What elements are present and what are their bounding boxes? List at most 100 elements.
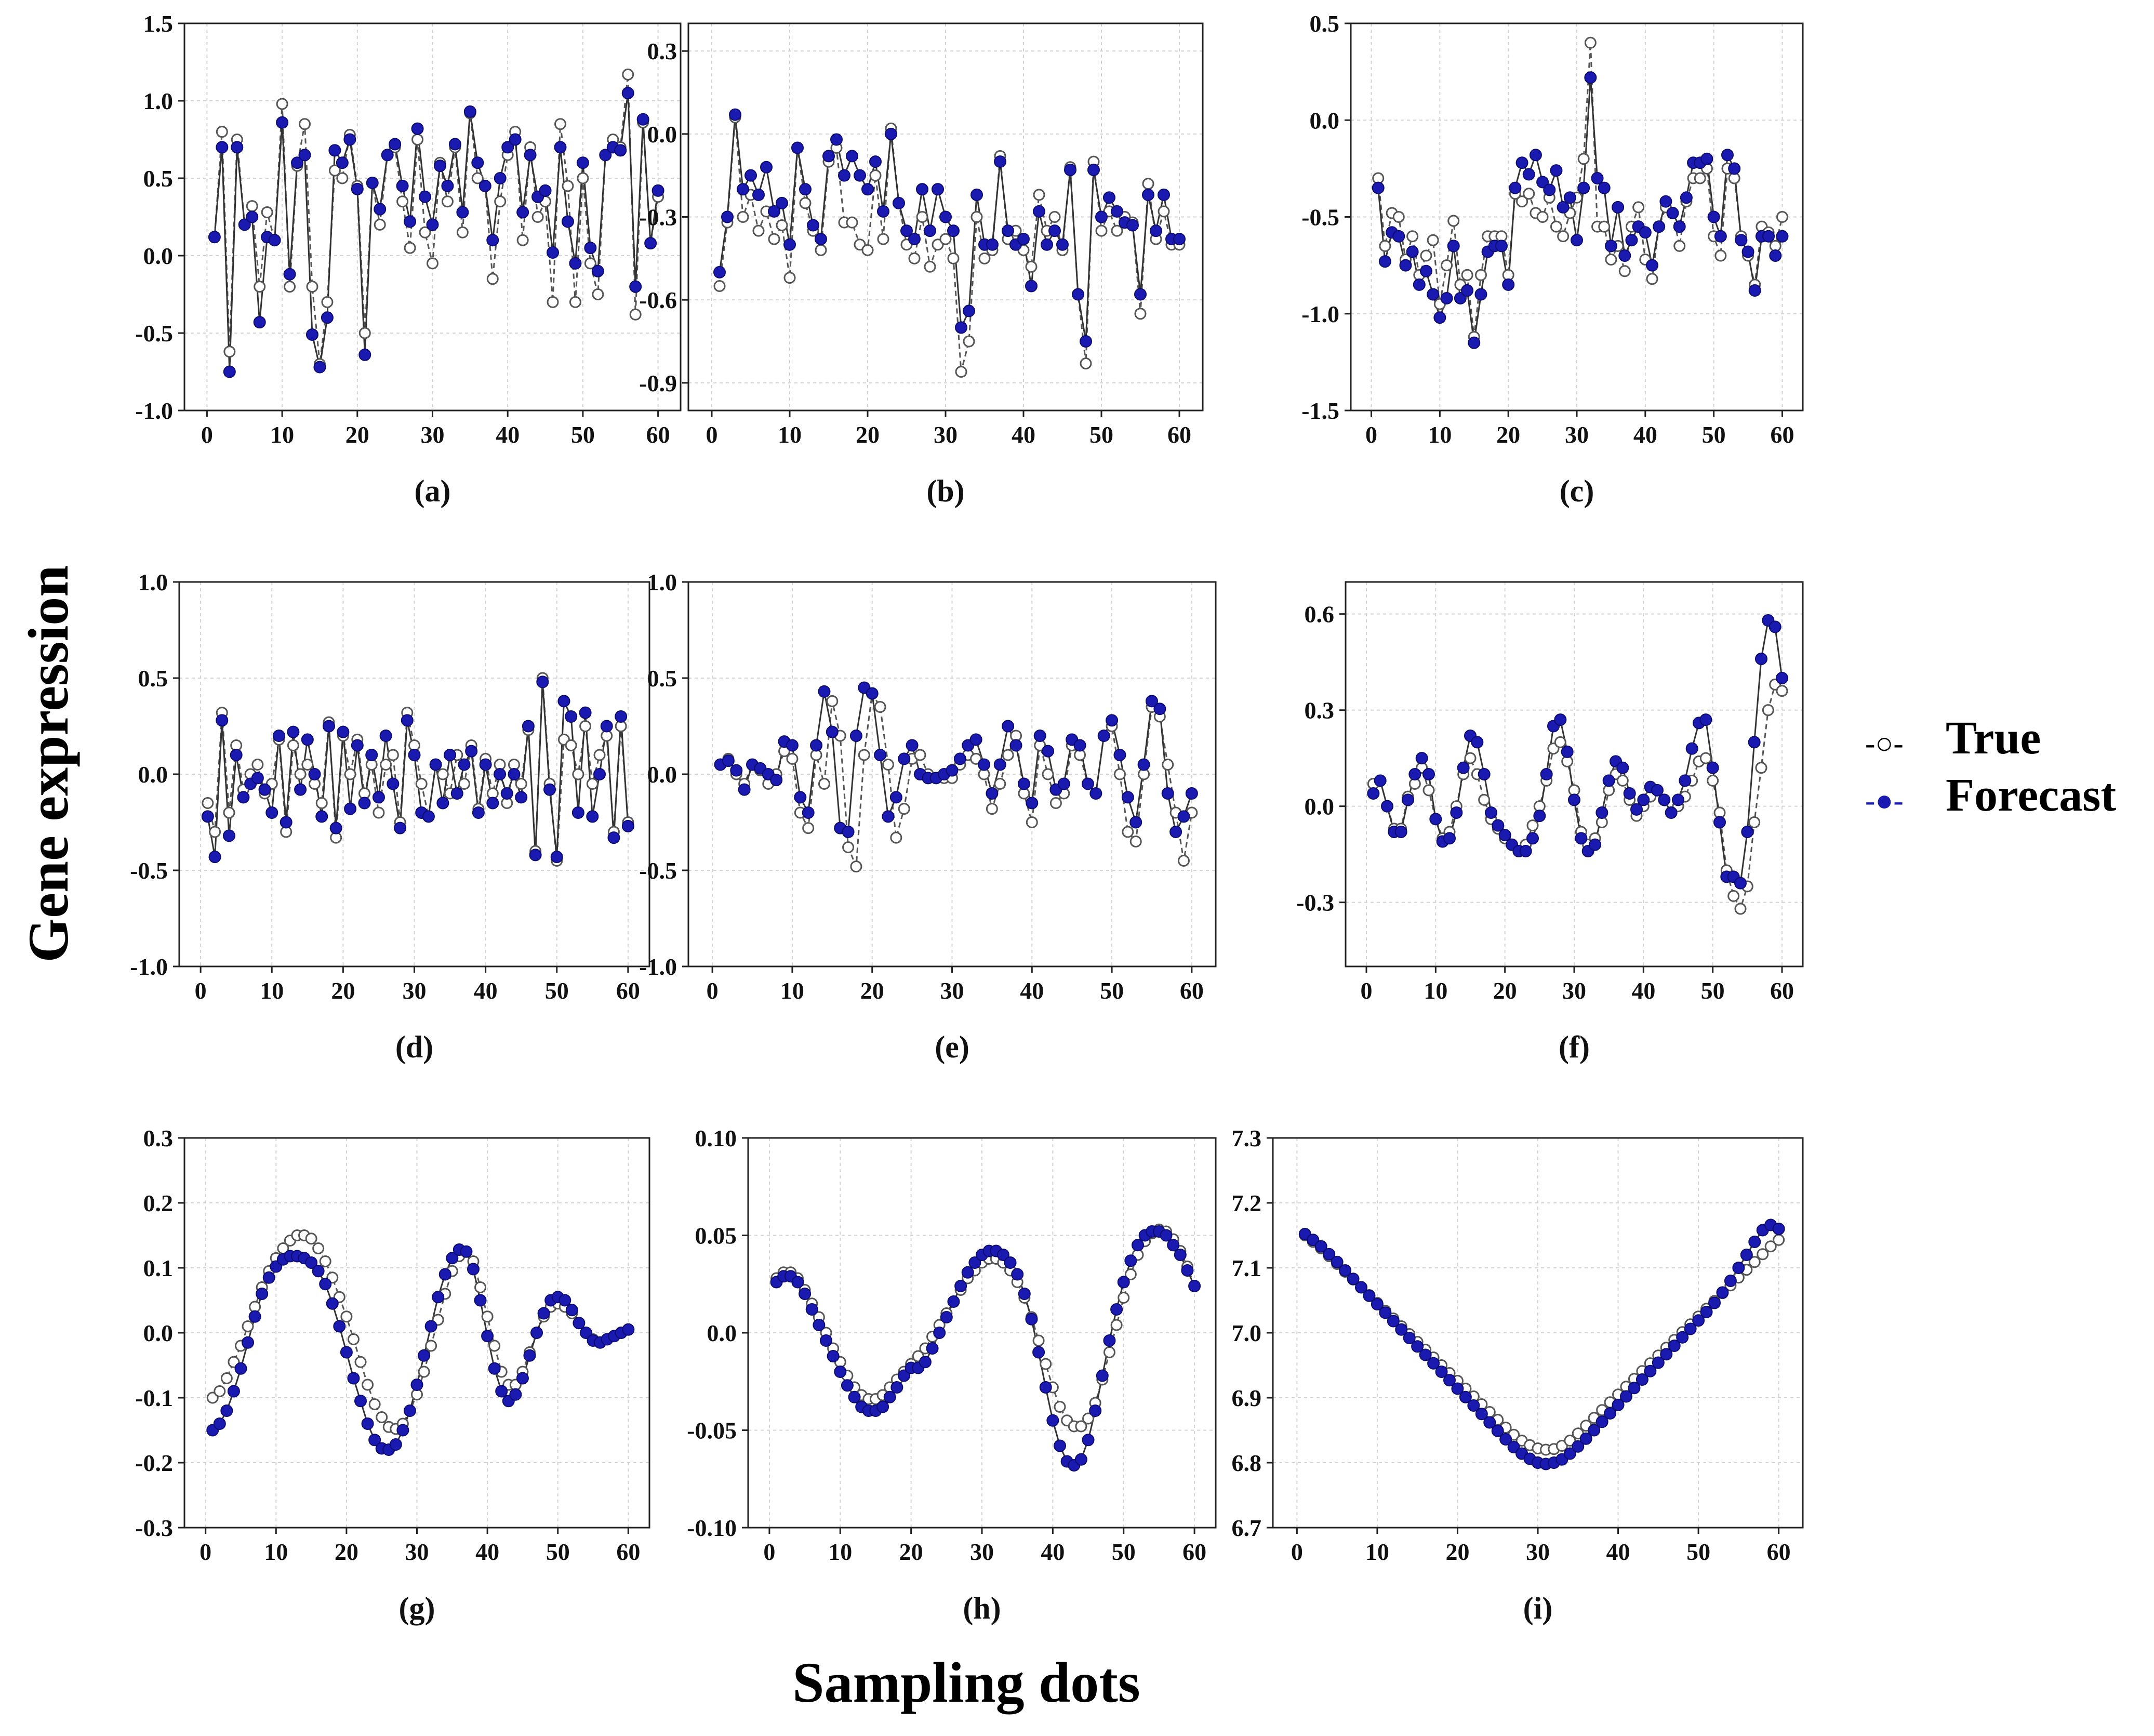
forecast-point: [486, 797, 499, 810]
y-tick-label: -0.3: [639, 204, 677, 231]
forecast-point: [1002, 224, 1014, 237]
true-point: [202, 797, 214, 809]
true-point: [223, 346, 236, 358]
forecast-point: [1427, 1357, 1440, 1370]
x-tick-label: 60: [1770, 977, 1794, 1004]
forecast-point: [1536, 176, 1549, 189]
true-point: [1080, 357, 1092, 370]
forecast-point: [410, 1379, 423, 1391]
y-tick-label: -0.1: [135, 1385, 173, 1411]
true-point: [494, 195, 507, 208]
forecast-point: [554, 141, 567, 154]
x-tick-label: 20: [1493, 977, 1517, 1004]
forecast-point: [1584, 71, 1597, 84]
forecast-point: [1533, 810, 1546, 823]
forecast-point: [969, 733, 982, 746]
true-point: [1134, 308, 1147, 320]
forecast-point: [246, 210, 259, 223]
x-tick-label: 20: [345, 421, 369, 448]
x-tick-label: 40: [1041, 1539, 1065, 1565]
forecast-point: [432, 1291, 445, 1304]
forecast-point: [486, 234, 499, 247]
y-tick-label: 0.1: [143, 1255, 174, 1281]
true-point: [970, 752, 982, 765]
chart-panel: 0 10 20 30 40 50 60 -1.5 -1.0 -0.5 0.0 0.5 (c): [1301, 10, 1804, 508]
forecast-series-line: [207, 682, 629, 857]
forecast-point: [721, 210, 734, 223]
true-point: [1764, 1240, 1777, 1253]
forecast-point: [508, 768, 521, 780]
forecast-point: [1129, 816, 1142, 829]
forecast-point: [1658, 793, 1671, 806]
forecast-point: [208, 231, 221, 244]
forecast-point: [1507, 1441, 1520, 1453]
x-tick-label: 0: [200, 1539, 211, 1565]
forecast-point: [322, 720, 335, 733]
true-point: [1392, 211, 1405, 223]
forecast-point: [1550, 164, 1563, 177]
x-tick-label: 50: [1112, 1539, 1136, 1565]
true-point: [1129, 836, 1142, 847]
forecast-point: [1665, 806, 1678, 819]
forecast-point: [429, 758, 442, 771]
true-point: [1158, 205, 1170, 218]
forecast-point: [1435, 1366, 1448, 1378]
true-point: [592, 288, 604, 300]
true-point: [850, 860, 862, 873]
forecast-point: [436, 797, 449, 810]
true-point: [344, 768, 356, 780]
true-point: [1124, 1268, 1137, 1280]
x-tick-label: 30: [1526, 1539, 1550, 1565]
true-point: [826, 695, 839, 707]
true-point: [752, 224, 765, 237]
forecast-point: [301, 733, 314, 746]
true-point: [1673, 240, 1686, 252]
true-series-line: [720, 691, 1193, 867]
forecast-point: [1604, 1407, 1617, 1420]
true-point: [411, 134, 424, 145]
forecast-point: [298, 149, 311, 162]
true-point: [358, 327, 371, 339]
y-tick-label: 6.9: [1232, 1385, 1262, 1411]
x-tick-label: 50: [546, 1539, 570, 1565]
forecast-point: [813, 1319, 826, 1331]
true-point: [593, 749, 606, 761]
x-tick-label: 20: [860, 977, 884, 1004]
forecast-point: [481, 1330, 494, 1343]
forecast-point: [1174, 1249, 1187, 1261]
true-point: [1040, 1358, 1052, 1370]
forecast-point: [467, 1263, 480, 1276]
forecast-point: [1173, 233, 1186, 246]
forecast-point: [408, 749, 421, 761]
forecast-point: [1540, 768, 1553, 780]
forecast-point: [368, 1434, 381, 1447]
forecast-point: [1443, 1374, 1456, 1387]
forecast-point: [1684, 1322, 1697, 1335]
forecast-point: [815, 233, 827, 246]
forecast-point: [1575, 832, 1588, 845]
true-point: [1177, 855, 1190, 867]
forecast-point: [220, 1404, 233, 1417]
forecast-point: [874, 749, 887, 761]
chart-panel: 0 10 20 30 40 50 60 -1.0 -0.5 0.0 0.5 1.0 (d): [130, 569, 650, 1064]
forecast-point: [1103, 1334, 1116, 1347]
forecast-point: [1056, 238, 1069, 251]
y-tick-label: 6.7: [1232, 1515, 1262, 1541]
forecast-point: [1011, 1268, 1024, 1281]
true-point: [562, 180, 574, 192]
true-point: [284, 281, 296, 293]
x-tick-label: 60: [1182, 1539, 1206, 1565]
forecast-point: [313, 361, 326, 374]
true-point: [569, 296, 581, 308]
true-point: [1605, 253, 1617, 266]
true-point: [713, 280, 726, 293]
y-tick-label: 0.0: [707, 1320, 737, 1346]
true-point: [1755, 762, 1767, 774]
true-point: [301, 759, 314, 771]
y-tick-label: 0.5: [647, 665, 677, 692]
forecast-point: [1653, 220, 1666, 233]
forecast-point: [1124, 1254, 1137, 1267]
x-tick-label: 50: [1089, 421, 1113, 448]
forecast-point: [1724, 1275, 1737, 1287]
forecast-point: [607, 831, 620, 844]
